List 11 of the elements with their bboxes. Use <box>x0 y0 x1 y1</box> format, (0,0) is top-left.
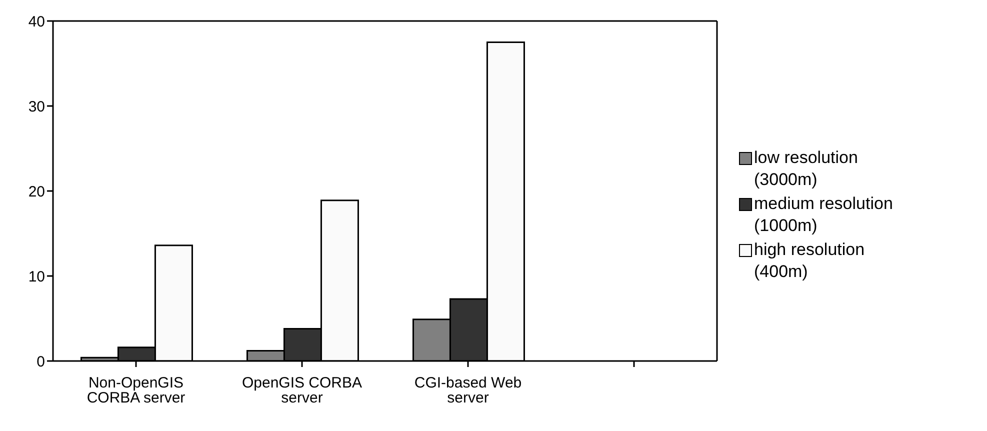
y-tick-label: 10 <box>28 268 45 286</box>
y-tick-label: 0 <box>36 353 45 370</box>
y-tick-label: 40 <box>28 13 45 30</box>
legend-label: medium resolution (1000m) <box>754 192 894 236</box>
x-tick-label: OpenGIS CORBA server <box>242 374 362 407</box>
legend-label: high resolution (400m) <box>754 238 866 282</box>
y-tick-label: 30 <box>28 98 45 116</box>
legend-label: low resolution (3000m) <box>754 146 859 190</box>
x-tick-label: CGI-based Web server <box>414 374 522 407</box>
x-tick-label: Non-OpenGIS CORBA server <box>86 374 186 407</box>
y-tick-label: 20 <box>28 183 45 200</box>
